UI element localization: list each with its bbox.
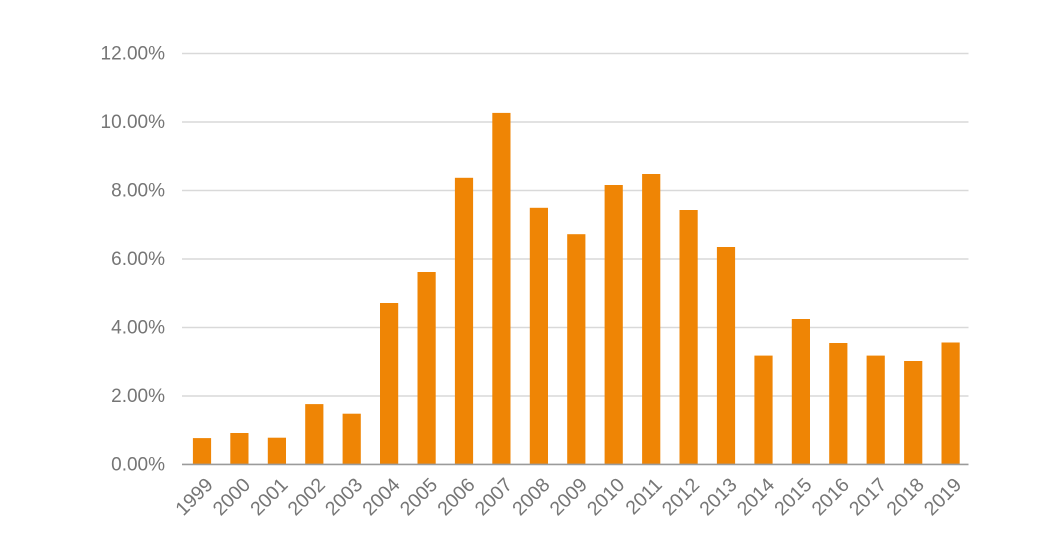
svg-text:2000: 2000 bbox=[209, 474, 255, 520]
svg-text:2009: 2009 bbox=[546, 474, 592, 520]
svg-text:1999: 1999 bbox=[171, 474, 217, 520]
svg-text:2.00%: 2.00% bbox=[111, 386, 165, 407]
svg-text:6.00%: 6.00% bbox=[111, 249, 165, 270]
svg-text:2002: 2002 bbox=[284, 474, 330, 520]
svg-text:2011: 2011 bbox=[622, 474, 667, 519]
svg-text:10.00%: 10.00% bbox=[101, 112, 166, 133]
svg-text:2005: 2005 bbox=[396, 474, 442, 520]
svg-text:2016: 2016 bbox=[808, 474, 854, 520]
svg-text:2017: 2017 bbox=[845, 474, 891, 520]
svg-text:2015: 2015 bbox=[770, 474, 816, 520]
svg-text:2007: 2007 bbox=[471, 474, 517, 520]
svg-text:2014: 2014 bbox=[733, 474, 779, 520]
svg-text:12.00%: 12.00% bbox=[101, 44, 166, 65]
svg-text:2006: 2006 bbox=[433, 474, 479, 520]
svg-text:2012: 2012 bbox=[658, 474, 704, 520]
svg-text:8.00%: 8.00% bbox=[111, 181, 165, 202]
svg-text:4.00%: 4.00% bbox=[111, 318, 165, 339]
svg-text:2019: 2019 bbox=[920, 474, 966, 520]
svg-text:2010: 2010 bbox=[583, 474, 629, 520]
svg-text:0.00%: 0.00% bbox=[111, 455, 165, 476]
svg-text:2001: 2001 bbox=[246, 474, 292, 520]
svg-text:2004: 2004 bbox=[358, 474, 404, 520]
svg-text:2018: 2018 bbox=[882, 474, 928, 520]
svg-text:2008: 2008 bbox=[508, 474, 554, 520]
svg-text:2013: 2013 bbox=[695, 474, 741, 520]
svg-text:2003: 2003 bbox=[321, 474, 367, 520]
